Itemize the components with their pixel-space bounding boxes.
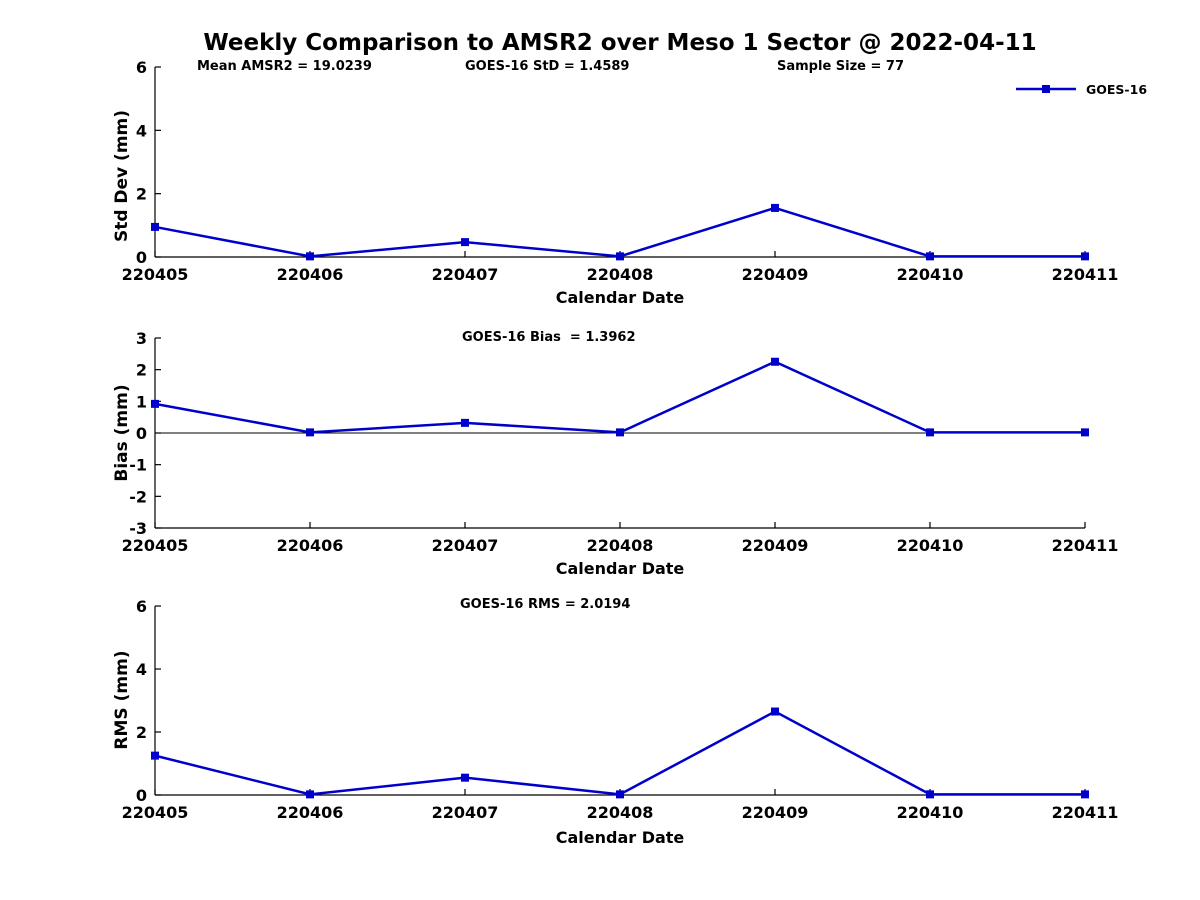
std-dev-subplot: 0 2 4 6 220405 220406 220407 220408 220409 220410…: [122, 58, 1119, 284]
data-point-marker: [151, 751, 159, 760]
chart-title: Weekly Comparison to AMSR2 over Meso 1 S…: [203, 30, 1037, 56]
x-tick-label: 220406: [277, 265, 344, 284]
x-tick-label: 220410: [897, 803, 964, 822]
annotation-sample-size: Sample Size = 77: [777, 59, 905, 74]
y-tick-label: 0: [136, 786, 147, 805]
x-tick-label: 220411: [1052, 536, 1119, 555]
x-tick-label: 220411: [1052, 265, 1119, 284]
y-tick-label: 2: [136, 185, 147, 204]
x-tick-label: 220408: [587, 536, 654, 555]
data-point-marker: [461, 418, 469, 427]
data-point-marker: [926, 252, 934, 261]
legend-label: GOES-16: [1086, 81, 1148, 97]
data-point-marker: [616, 790, 624, 799]
data-point-marker: [616, 428, 624, 437]
data-point-marker: [771, 357, 779, 366]
x-tick-label: 220405: [122, 536, 189, 555]
x-tick-label: 220407: [432, 803, 499, 822]
x-tick-label: 220405: [122, 803, 189, 822]
x-tick-label: 220407: [432, 265, 499, 284]
data-point-marker: [306, 428, 314, 437]
series-line-goes-16: [154, 360, 1085, 434]
data-point-marker: [616, 252, 624, 261]
rms-subplot: 0 2 4 6 220405 220406 220407 220408 220409 220410…: [122, 597, 1119, 822]
data-point-marker: [926, 428, 934, 437]
series-line-goes-16: [154, 710, 1085, 796]
y-tick-label: 2: [136, 361, 147, 380]
annotation-goes16-rms: GOES-16 RMS = 2.0194: [460, 597, 631, 612]
x-tick-label: 220408: [587, 803, 654, 822]
data-point-marker: [771, 707, 779, 716]
x-tick-label: 220405: [122, 265, 189, 284]
x-tick-label: 220406: [277, 536, 344, 555]
y-tick-label: 6: [136, 58, 147, 77]
annotation-goes16-bias: GOES-16 Bias = 1.3962: [462, 330, 636, 345]
x-tick-label: 220408: [587, 265, 654, 284]
y-tick-label: 3: [136, 329, 147, 348]
data-point-marker: [151, 222, 159, 231]
data-point-marker: [306, 790, 314, 799]
series-line-goes-16: [154, 206, 1085, 258]
annotation-goes16-std: GOES-16 StD = 1.4589: [465, 59, 630, 74]
y-tick-label: -2: [129, 487, 147, 506]
data-point-marker: [1081, 252, 1089, 261]
y-tick-label: 1: [136, 392, 147, 411]
x-tick-label: 220411: [1052, 803, 1119, 822]
x-axis-label-middle: Calendar Date: [555, 559, 685, 578]
data-point-marker: [926, 790, 934, 799]
data-point-marker: [771, 203, 779, 212]
data-point-marker: [151, 399, 159, 408]
x-tick-label: 220409: [742, 803, 809, 822]
y-tick-label: 4: [136, 121, 147, 140]
x-tick-label: 220407: [432, 536, 499, 555]
y-tick-label: -1: [129, 456, 147, 475]
y-tick-label: 0: [136, 248, 147, 267]
data-point-marker: [461, 238, 469, 247]
data-point-marker: [461, 773, 469, 782]
x-tick-label: 220409: [742, 536, 809, 555]
x-tick-label: 220410: [897, 265, 964, 284]
y-tick-label: 2: [136, 723, 147, 742]
data-point-marker: [1081, 428, 1089, 437]
x-tick-label: 220406: [277, 803, 344, 822]
x-axis-label-bottom: Calendar Date: [555, 828, 685, 847]
y-tick-label: 4: [136, 660, 147, 679]
bias-subplot: -3 -2 -1 0 1 2 3 220405 220406 220407 220408 220409…: [122, 329, 1119, 555]
x-tick-label: 220409: [742, 265, 809, 284]
x-tick-label: 220410: [897, 536, 964, 555]
y-tick-label: 6: [136, 597, 147, 616]
data-point-marker: [306, 252, 314, 261]
legend-line-marker-icon: [1016, 85, 1076, 93]
annotation-mean-amsr2: Mean AMSR2 = 19.0239: [197, 59, 372, 74]
y-tick-label: 0: [136, 424, 147, 443]
y-tick-label: -3: [129, 519, 147, 538]
data-point-marker: [1081, 790, 1089, 799]
x-axis-label-top: Calendar Date: [555, 288, 685, 307]
legend: GOES-16: [1014, 81, 1147, 97]
